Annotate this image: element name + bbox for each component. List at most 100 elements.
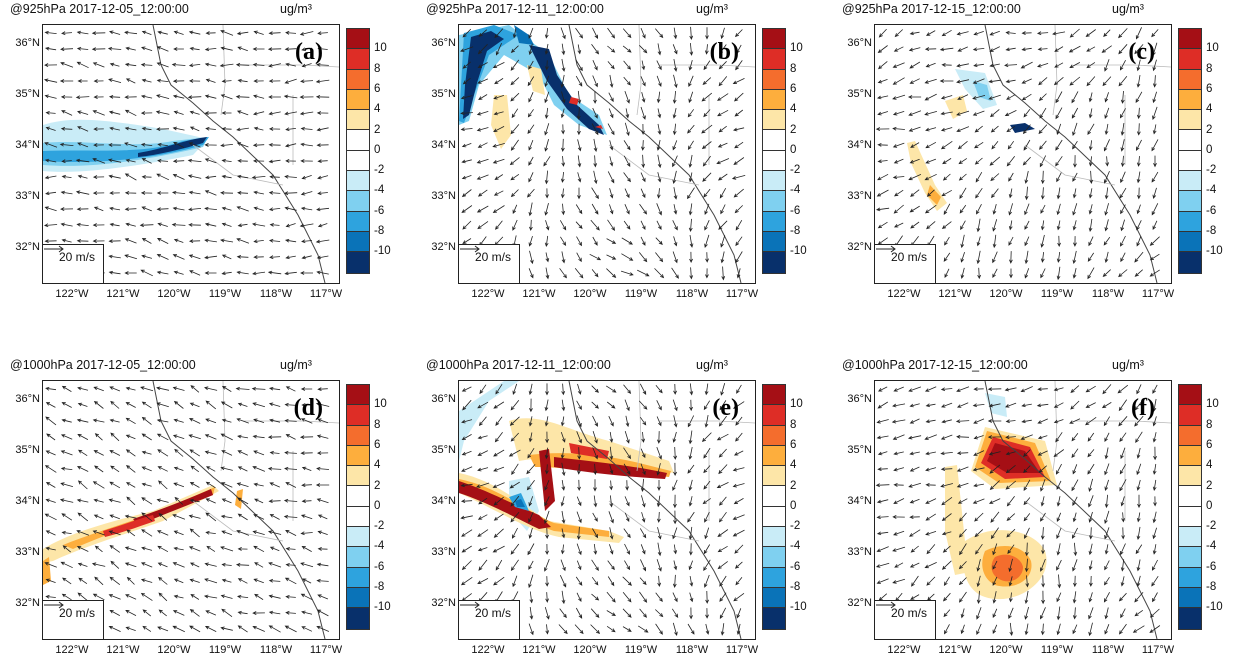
wind-vector	[561, 528, 566, 539]
wind-vector	[577, 464, 581, 475]
wind-vector	[141, 126, 152, 131]
wind-vector	[705, 268, 709, 279]
wind-vector	[461, 434, 472, 441]
wind-vector	[1073, 542, 1078, 557]
wind-vector	[1153, 446, 1157, 461]
colorbar-tick-label: -4	[1206, 540, 1217, 553]
wind-vector	[624, 512, 630, 522]
wind-vector	[717, 545, 728, 553]
wind-vector	[302, 578, 312, 584]
wind-vector	[989, 46, 1000, 52]
wind-vector	[78, 577, 88, 585]
wind-vector	[972, 467, 985, 472]
wind-vector	[607, 61, 615, 70]
wind-vector	[44, 562, 57, 568]
colorbar-swatch	[347, 547, 369, 568]
wind-vector	[992, 624, 998, 635]
wind-vector	[527, 447, 535, 459]
wind-vector	[221, 222, 232, 227]
map-canvas	[875, 381, 1171, 639]
wind-vector	[925, 403, 936, 408]
wind-vector	[974, 529, 984, 538]
reference-vector-box: 20 m/s	[459, 244, 520, 283]
wind-vector	[1118, 28, 1128, 39]
wind-vector	[941, 513, 952, 522]
wind-vector	[925, 419, 936, 424]
wind-vector	[558, 624, 568, 635]
wind-vector	[609, 431, 614, 443]
wind-vector	[560, 447, 565, 459]
wind-vector	[205, 610, 217, 616]
wind-vector	[592, 528, 599, 539]
wind-vector	[891, 419, 906, 424]
wind-vector	[61, 110, 73, 116]
wind-vector	[157, 142, 168, 147]
wind-vector	[157, 562, 168, 568]
wind-vector	[576, 236, 582, 247]
wind-vector	[252, 434, 265, 439]
wind-vector	[204, 111, 217, 115]
wind-vector	[76, 222, 89, 227]
wind-vector	[560, 236, 567, 246]
wind-vector	[1136, 526, 1141, 540]
wind-vector	[976, 623, 982, 635]
wind-vector	[476, 127, 489, 132]
wind-vector	[1056, 203, 1061, 216]
wind-vector	[956, 466, 969, 472]
wind-vector	[991, 140, 999, 150]
wind-vector	[910, 142, 920, 148]
wind-vector	[284, 206, 297, 211]
wind-vector	[156, 386, 170, 391]
reference-vector-label: 20 m/s	[59, 606, 96, 620]
colorbar-swatch	[763, 385, 785, 406]
wind-vector	[268, 402, 281, 407]
wind-vector	[173, 141, 185, 148]
wind-vector	[205, 31, 216, 35]
wind-vector	[141, 433, 152, 441]
wind-vector	[1056, 623, 1061, 636]
wind-vector	[673, 446, 678, 460]
wind-vector	[237, 547, 248, 551]
wind-vector	[1088, 478, 1093, 492]
wind-vector	[1104, 479, 1109, 491]
wind-vector	[187, 158, 202, 163]
wind-vector	[1006, 528, 1016, 538]
wind-vector	[156, 207, 169, 211]
wind-vector	[733, 157, 745, 166]
wind-vector	[908, 47, 921, 52]
wind-vector	[1009, 622, 1014, 637]
wind-vector	[623, 528, 631, 539]
wind-vector	[510, 77, 520, 86]
wind-vector	[512, 575, 518, 588]
wind-vector	[1149, 253, 1160, 261]
wind-vector	[960, 251, 965, 263]
colorbar	[346, 28, 370, 274]
wind-vector	[940, 467, 953, 471]
wind-vector	[125, 78, 136, 84]
wind-vector	[235, 94, 250, 99]
wind-vector	[703, 188, 711, 198]
wind-vector	[140, 62, 153, 67]
wind-vector	[172, 126, 185, 131]
wind-vector	[1135, 431, 1143, 443]
wind-vector	[657, 575, 662, 588]
wind-vector	[608, 92, 614, 103]
wind-vector	[687, 124, 695, 134]
wind-vector	[609, 188, 614, 199]
wind-vector	[62, 545, 71, 553]
wind-vector	[237, 497, 249, 505]
wind-vector	[704, 203, 710, 215]
wind-vector	[1149, 236, 1160, 246]
reference-vector-box: 20 m/s	[43, 600, 104, 639]
wind-vector	[673, 415, 678, 428]
wind-vector	[606, 238, 617, 244]
wind-vector	[640, 76, 646, 87]
wind-vector	[44, 175, 57, 180]
wind-vector	[1087, 463, 1095, 475]
wind-vector	[219, 63, 234, 68]
wind-vector	[316, 111, 329, 115]
wind-vector	[189, 498, 200, 503]
wind-vector	[1023, 449, 1031, 458]
wind-vector	[877, 79, 888, 84]
wind-vector	[300, 562, 314, 568]
